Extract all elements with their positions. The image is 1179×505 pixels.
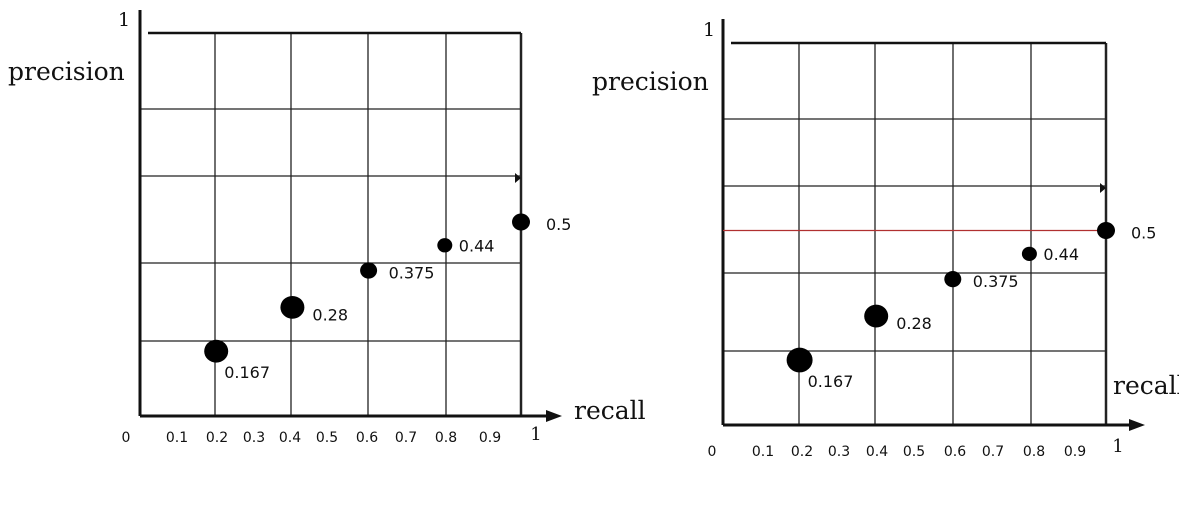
x-tick-label: 0.4 [866, 444, 888, 460]
arrow-marker [1100, 183, 1106, 193]
x-tick-label: 0.8 [1023, 444, 1045, 460]
x-tick-label: 0.6 [944, 444, 966, 460]
data-label: 0.375 [389, 264, 435, 283]
x-tick-label: 0.1 [166, 430, 188, 446]
x-end-label: 1 [530, 424, 541, 445]
x-axis-arrowhead [1129, 419, 1145, 431]
x-origin-label: 0 [122, 430, 131, 446]
x-axis-title: recall [1113, 371, 1179, 400]
data-label: 0.44 [459, 236, 495, 255]
x-tick-label: 0.3 [828, 444, 850, 460]
data-point [437, 238, 453, 253]
data-label: 0.5 [1131, 224, 1156, 243]
x-tick-label: 0.9 [1064, 444, 1086, 460]
arrow-marker [515, 173, 521, 183]
data-point [1021, 246, 1037, 261]
x-tick-label: 0.1 [752, 444, 774, 460]
data-label: 0.375 [973, 272, 1019, 291]
x-tick-label: 0.9 [479, 430, 501, 446]
y-axis-title: precision [592, 67, 709, 96]
pr-chart-2: 0.167 0.28 0.375 0.44 0.5 1 precision recall 0 1 0… [592, 19, 1179, 460]
x-axis-arrowhead [546, 410, 562, 422]
data-point [360, 262, 378, 279]
data-label: 0.5 [546, 215, 571, 234]
y-axis-top-label: 1 [703, 19, 715, 41]
x-tick-label: 0.2 [206, 430, 228, 446]
y-axis-title: precision [8, 57, 125, 86]
data-point [204, 339, 229, 363]
x-tick-label: 0.6 [356, 430, 378, 446]
data-point [1097, 221, 1115, 240]
data-point [786, 347, 813, 373]
y-axis-top-label: 1 [118, 9, 130, 31]
data-point [944, 271, 962, 288]
x-tick-label: 0.7 [982, 444, 1004, 460]
pr-chart-1: 0.167 0.28 0.375 0.44 0.5 1 precision recall 0 1 0… [8, 9, 646, 446]
data-label: 0.28 [312, 305, 348, 324]
data-label: 0.28 [896, 314, 932, 333]
x-origin-label: 0 [708, 444, 717, 460]
x-tick-label: 0.8 [435, 430, 457, 446]
x-tick-label: 0.3 [243, 430, 265, 446]
x-tick-label: 0.5 [316, 430, 338, 446]
x-tick-label: 0.5 [903, 444, 925, 460]
x-tick-label: 0.2 [791, 444, 813, 460]
data-point [280, 295, 305, 319]
data-point [512, 213, 530, 231]
data-label: 0.44 [1043, 245, 1079, 264]
x-end-label: 1 [1112, 436, 1123, 457]
data-label: 0.167 [808, 372, 854, 391]
x-tick-label: 0.7 [395, 430, 417, 446]
data-label: 0.167 [224, 363, 270, 382]
x-tick-label: 0.4 [279, 430, 301, 446]
data-point [864, 304, 889, 328]
x-axis-title: recall [574, 396, 646, 425]
